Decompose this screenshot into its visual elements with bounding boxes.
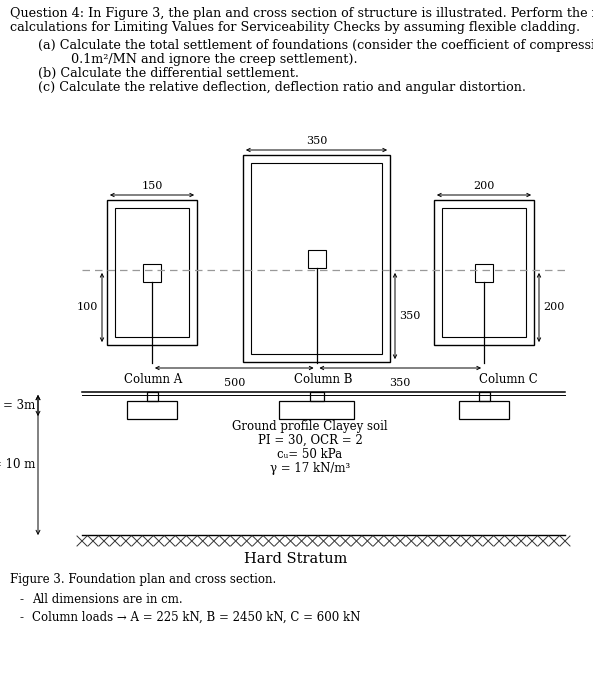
Text: Column C: Column C	[479, 373, 538, 386]
Bar	[251, 163, 382, 354]
Bar	[442, 208, 526, 337]
Text: 100: 100	[76, 302, 98, 312]
Text: 150: 150	[141, 181, 162, 191]
Bar	[459, 401, 509, 419]
Text: 200: 200	[473, 181, 495, 191]
Text: γ = 17 kN/m³: γ = 17 kN/m³	[270, 462, 350, 475]
Bar	[279, 401, 354, 419]
Text: Question 4: In Figure 3, the plan and cross section of structure is illustrated.: Question 4: In Figure 3, the plan and cr…	[10, 7, 593, 20]
Bar	[115, 208, 189, 337]
Text: Column B: Column B	[295, 373, 353, 386]
Bar	[107, 200, 197, 345]
Text: 350: 350	[390, 378, 411, 388]
Text: Hard Stratum: Hard Stratum	[244, 552, 347, 566]
Text: 500: 500	[224, 378, 245, 388]
Bar	[243, 155, 390, 362]
Text: (a) Calculate the total settlement of foundations (consider the coefficient of c: (a) Calculate the total settlement of fo…	[38, 39, 593, 52]
Text: PI = 30, OCR = 2: PI = 30, OCR = 2	[257, 434, 362, 447]
Bar	[308, 249, 326, 267]
Bar	[434, 200, 534, 345]
Text: Dₗ = 3m: Dₗ = 3m	[0, 399, 35, 412]
Bar	[127, 401, 177, 419]
Text: cᵤ= 50 kPa: cᵤ= 50 kPa	[278, 448, 343, 461]
Text: H = 10 m: H = 10 m	[0, 458, 35, 472]
Bar	[475, 263, 493, 281]
Text: (c) Calculate the relative deflection, deflection ratio and angular distortion.: (c) Calculate the relative deflection, d…	[38, 81, 526, 94]
Text: 200: 200	[543, 302, 565, 312]
Text: Column loads → A = 225 kN, B = 2450 kN, C = 600 kN: Column loads → A = 225 kN, B = 2450 kN, …	[32, 611, 361, 624]
Bar	[310, 392, 324, 401]
Bar	[143, 263, 161, 281]
Text: Figure 3. Foundation plan and cross section.: Figure 3. Foundation plan and cross sect…	[10, 573, 276, 586]
Text: 350: 350	[399, 311, 420, 321]
Text: Ground profile Clayey soil: Ground profile Clayey soil	[232, 420, 388, 433]
Text: -: -	[20, 593, 24, 606]
Text: Column A: Column A	[124, 373, 182, 386]
Text: 350: 350	[306, 136, 327, 146]
Text: -: -	[20, 611, 24, 624]
Text: (b) Calculate the differential settlement.: (b) Calculate the differential settlemen…	[38, 67, 299, 80]
Text: 0.1m²/MN and ignore the creep settlement).: 0.1m²/MN and ignore the creep settlement…	[55, 53, 358, 66]
Bar	[146, 392, 158, 401]
Bar	[479, 392, 489, 401]
Text: All dimensions are in cm.: All dimensions are in cm.	[32, 593, 183, 606]
Text: calculations for Limiting Values for Serviceability Checks by assuming flexible : calculations for Limiting Values for Ser…	[10, 21, 580, 34]
